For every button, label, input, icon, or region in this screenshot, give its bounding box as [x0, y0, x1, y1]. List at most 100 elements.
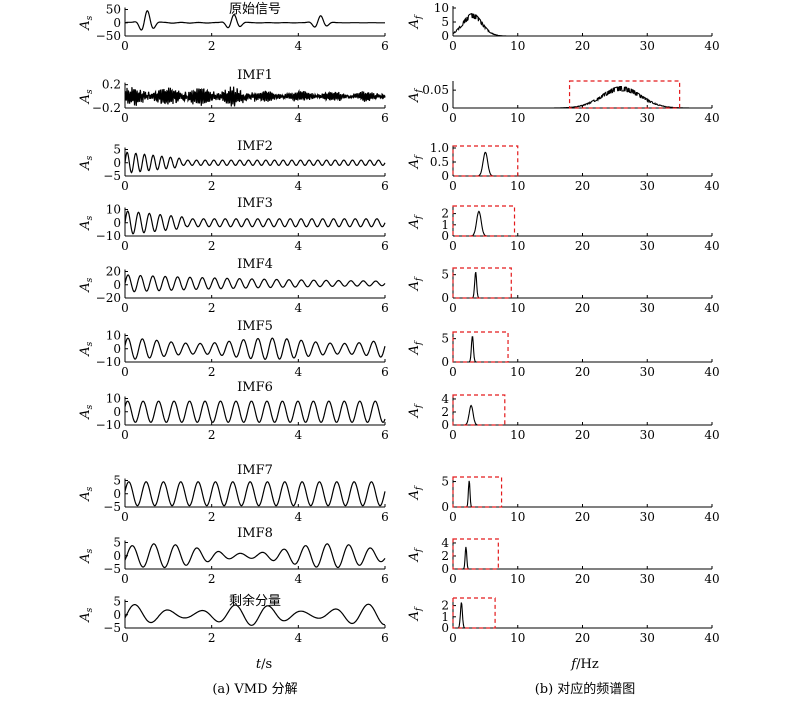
- freq-panel-7-xtick-label: 40: [704, 428, 719, 442]
- time-panel-9-xtick-label: 0: [121, 572, 129, 586]
- freq-panel-9-xtick-label: 10: [510, 572, 525, 586]
- time-panel-1-xtick-label: 4: [295, 39, 303, 53]
- freq-panel-2-xtick-label: 20: [575, 111, 590, 125]
- time-panel-4-ytick-label: 10: [106, 203, 121, 217]
- freq-panel-8-xtick-label: 40: [704, 510, 719, 524]
- time-panel-9-ytick-label: 5: [113, 536, 121, 550]
- freq-panel-2-ylabel-sub: f: [414, 87, 424, 93]
- time-panel-2-ytick-label: 0.2: [102, 78, 121, 92]
- freq-panel-1-ytick-label: 10: [434, 1, 449, 15]
- freq-panel-4-ytick-label: 1: [441, 218, 449, 232]
- freq-panel-3-ytick-label: 1.0: [430, 141, 449, 155]
- freq-panel-8-xtick-label: 10: [510, 510, 525, 524]
- time-panel-5-ytick-label: −20: [96, 291, 121, 305]
- time-panel-5-xtick-label: 2: [208, 301, 216, 315]
- freq-panel-4-xtick-label: 0: [449, 239, 457, 253]
- time-panel-10-ytick-label: 5: [113, 595, 121, 609]
- time-panel-8-ylabel-sub: s: [85, 486, 95, 491]
- freq-panel-8-xtick-label: 20: [575, 510, 590, 524]
- time-panel-9-signal-line: [124, 543, 386, 569]
- freq-panel-6-xtick-label: 30: [640, 365, 655, 379]
- time-panel-6-xtick-label: 2: [208, 365, 216, 379]
- time-panel-6-xtick-label: 0: [121, 365, 129, 379]
- time-panel-2-ylabel-sub: s: [85, 89, 95, 94]
- time-panel-4-ytick-label: 0: [113, 216, 121, 230]
- time-panel-3-ytick-label: −5: [103, 169, 121, 183]
- time-panel-1-ytick-label: −50: [96, 29, 121, 43]
- freq-panel-7-ylabel-sub: f: [414, 403, 424, 409]
- freq-panel-3-ylabel-base: A: [407, 159, 422, 169]
- time-panel-5-ylabel-sub: s: [85, 277, 95, 282]
- freq-panel-10-signal-line: [453, 602, 712, 629]
- freq-panel-9-ylabel: Af: [407, 547, 424, 562]
- time-panel-2: 0 2 4 6 0.2 −0.2As IMF1: [78, 68, 389, 125]
- time-panel-5-ytick-label: 0: [113, 278, 121, 292]
- time-panel-7-xtick-label: 2: [208, 428, 216, 442]
- freq-panel-10-ylabel: Af: [407, 606, 424, 621]
- freq-panel-1-ytick-label: 0: [441, 29, 449, 43]
- freq-panel-9-xtick-label: 0: [449, 572, 457, 586]
- left-caption: (a) VMD 分解: [212, 682, 297, 697]
- time-panel-4-ylabel-sub: s: [85, 215, 95, 220]
- freq-panel-9-xtick-label: 20: [575, 572, 590, 586]
- freq-panel-5-xtick-label: 40: [704, 301, 719, 315]
- left-xlabel: t/s: [256, 657, 272, 672]
- time-panel-4-ylabel-base: A: [78, 220, 93, 230]
- time-panel-3-xtick-label: 0: [121, 179, 129, 193]
- time-panel-6-title: IMF5: [237, 319, 273, 334]
- freq-panel-8-ylabel-base: A: [407, 490, 422, 500]
- time-panel-3-ylabel-sub: s: [85, 155, 95, 160]
- freq-panel-1-xtick-label: 40: [704, 39, 719, 53]
- right-xlabel-unit: /Hz: [576, 657, 599, 672]
- freq-panel-10-highlight-box: [452, 597, 496, 629]
- freq-panel-10-xtick-label: 0: [449, 631, 457, 645]
- time-panel-1-xtick-label: 6: [381, 39, 389, 53]
- freq-panel-10-ytick-label: 1: [441, 610, 449, 624]
- time-panel-6-ytick-label: 0: [113, 342, 121, 356]
- left-xlabel-unit: /s: [261, 657, 272, 672]
- time-panel-6-ytick-label: −10: [96, 355, 121, 369]
- freq-panel-5-xtick-label: 0: [449, 301, 457, 315]
- time-panel-2-xtick-label: 0: [121, 111, 129, 125]
- freq-panel-6-highlight-box: [452, 331, 509, 363]
- freq-panel-5-ylabel-base: A: [407, 281, 422, 291]
- freq-panel-3-ylabel: Af: [407, 154, 424, 169]
- freq-panel-6-ylabel-base: A: [407, 345, 422, 355]
- time-panel-5-xtick-label: 0: [121, 301, 129, 315]
- time-panel-9-ytick-label: −5: [103, 562, 121, 576]
- time-panel-5-ytick-label: 20: [106, 265, 121, 279]
- freq-panel-2-signal-line: [453, 85, 712, 109]
- time-panel-7-ylabel: As: [78, 404, 95, 419]
- time-panel-3-xtick-label: 4: [295, 179, 303, 193]
- freq-panel-4-ylabel-sub: f: [414, 214, 424, 220]
- time-panel-2-xtick-label: 6: [381, 111, 389, 125]
- time-panel-9-xtick-label: 2: [208, 572, 216, 586]
- freq-panel-10-xtick-label: 40: [704, 631, 719, 645]
- time-panel-1-ylabel-base: A: [78, 20, 93, 30]
- time-panel-4-xtick-label: 0: [121, 239, 129, 253]
- time-panel-1-ylabel: As: [78, 15, 95, 30]
- time-panel-10-xtick-label: 6: [381, 631, 389, 645]
- freq-panel-7-xtick-label: 10: [510, 428, 525, 442]
- freq-panel-5-ytick-label: 0: [441, 291, 449, 305]
- time-panel-3-signal-line: [124, 151, 386, 174]
- freq-panel-3-xtick-label: 20: [575, 179, 590, 193]
- time-panel-8-ytick-label: 5: [113, 474, 121, 488]
- freq-panel-6-xtick-label: 20: [575, 365, 590, 379]
- time-panel-7-ytick-label: 10: [106, 392, 121, 406]
- time-panel-1-ytick-label: 50: [106, 3, 121, 17]
- time-panel-3-ylabel: As: [78, 155, 95, 170]
- freq-panel-7-ylabel-base: A: [407, 408, 422, 418]
- freq-panel-6-xtick-label: 10: [510, 365, 525, 379]
- freq-panel-8-xtick-label: 30: [640, 510, 655, 524]
- time-panel-9-xtick-label: 4: [295, 572, 303, 586]
- freq-panel-3-xtick-label: 10: [510, 179, 525, 193]
- freq-panel-9-ytick-label: 2: [441, 549, 449, 563]
- freq-panel-4-ylabel: Af: [407, 214, 424, 229]
- time-panel-8-title: IMF7: [237, 463, 273, 478]
